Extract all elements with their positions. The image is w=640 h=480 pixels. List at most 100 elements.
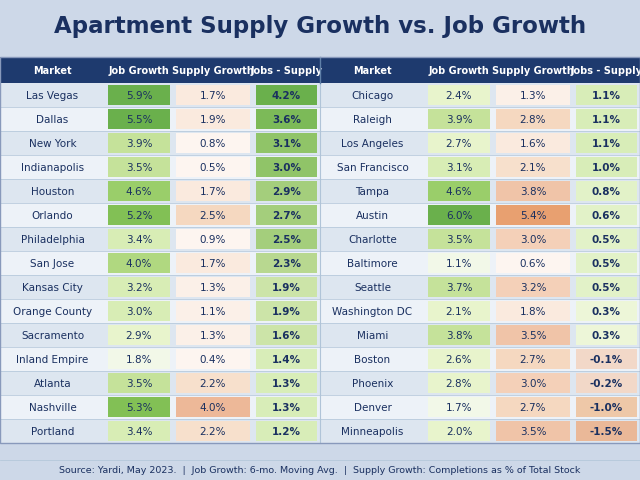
Bar <box>256 157 317 178</box>
Text: Raleigh: Raleigh <box>353 115 392 125</box>
Text: Baltimore: Baltimore <box>347 258 398 268</box>
Bar <box>256 301 317 321</box>
Bar <box>0 228 640 252</box>
Text: Portland: Portland <box>31 426 74 436</box>
Text: Phoenix: Phoenix <box>352 378 393 388</box>
Text: Supply Growth: Supply Growth <box>492 66 574 76</box>
Text: 0.5%: 0.5% <box>592 235 621 244</box>
Text: 2.7%: 2.7% <box>520 354 547 364</box>
Bar <box>496 373 570 393</box>
Bar <box>176 181 250 202</box>
Text: 0.6%: 0.6% <box>520 258 546 268</box>
Bar <box>256 134 317 154</box>
Bar <box>496 110 570 130</box>
Text: 4.6%: 4.6% <box>125 187 152 197</box>
Bar <box>0 156 640 180</box>
Bar <box>0 252 640 276</box>
Bar <box>576 301 637 321</box>
Bar <box>496 253 570 274</box>
Text: 3.4%: 3.4% <box>125 426 152 436</box>
Bar <box>176 277 250 298</box>
Bar <box>576 205 637 226</box>
Bar <box>256 181 317 202</box>
Bar <box>0 371 640 395</box>
Text: 3.0%: 3.0% <box>126 306 152 316</box>
Bar <box>496 301 570 321</box>
Text: 2.7%: 2.7% <box>272 211 301 220</box>
Bar <box>428 397 490 417</box>
Text: 4.2%: 4.2% <box>272 91 301 101</box>
Bar <box>108 421 170 441</box>
Bar <box>108 205 170 226</box>
Text: Los Angeles: Los Angeles <box>341 139 404 149</box>
Text: 2.7%: 2.7% <box>445 139 472 149</box>
Bar <box>256 349 317 369</box>
Text: Apartment Supply Growth vs. Job Growth: Apartment Supply Growth vs. Job Growth <box>54 15 586 38</box>
Bar <box>108 253 170 274</box>
Bar <box>428 373 490 393</box>
Bar <box>496 181 570 202</box>
Bar <box>496 349 570 369</box>
Bar <box>576 277 637 298</box>
Text: 0.3%: 0.3% <box>592 330 621 340</box>
Bar <box>428 205 490 226</box>
Bar <box>256 229 317 250</box>
Text: 1.7%: 1.7% <box>445 402 472 412</box>
Bar <box>576 110 637 130</box>
Bar <box>176 397 250 417</box>
Bar <box>496 325 570 345</box>
Bar <box>176 205 250 226</box>
Bar <box>496 157 570 178</box>
Text: Kansas City: Kansas City <box>22 282 83 292</box>
Bar <box>576 134 637 154</box>
Text: Las Vegas: Las Vegas <box>26 91 79 101</box>
Bar <box>108 181 170 202</box>
Bar <box>256 325 317 345</box>
Text: 1.4%: 1.4% <box>272 354 301 364</box>
Text: 5.3%: 5.3% <box>125 402 152 412</box>
Text: -0.1%: -0.1% <box>590 354 623 364</box>
Text: 1.9%: 1.9% <box>200 115 227 125</box>
Bar <box>428 157 490 178</box>
Text: 2.7%: 2.7% <box>520 402 547 412</box>
Text: 1.9%: 1.9% <box>272 282 301 292</box>
Text: 4.0%: 4.0% <box>200 402 226 412</box>
Text: 0.5%: 0.5% <box>200 163 226 173</box>
Bar <box>496 134 570 154</box>
Bar <box>108 325 170 345</box>
Text: 2.8%: 2.8% <box>445 378 472 388</box>
Text: 0.5%: 0.5% <box>592 258 621 268</box>
Text: 3.4%: 3.4% <box>125 235 152 244</box>
Text: 1.7%: 1.7% <box>200 187 227 197</box>
Text: Inland Empire: Inland Empire <box>17 354 88 364</box>
Text: Market: Market <box>33 66 72 76</box>
Bar <box>108 397 170 417</box>
Text: 3.6%: 3.6% <box>272 115 301 125</box>
Bar <box>176 110 250 130</box>
Bar <box>496 277 570 298</box>
Text: 3.2%: 3.2% <box>125 282 152 292</box>
Text: Washington DC: Washington DC <box>332 306 413 316</box>
Text: 1.1%: 1.1% <box>445 258 472 268</box>
Text: -1.0%: -1.0% <box>590 402 623 412</box>
Bar <box>176 86 250 106</box>
Text: 3.9%: 3.9% <box>445 115 472 125</box>
Bar <box>428 349 490 369</box>
Text: Orlando: Orlando <box>32 211 74 220</box>
Text: Minneapolis: Minneapolis <box>341 426 404 436</box>
Text: 1.0%: 1.0% <box>592 163 621 173</box>
Bar <box>176 349 250 369</box>
Bar <box>256 277 317 298</box>
Bar <box>0 300 640 324</box>
Bar <box>256 86 317 106</box>
Bar <box>256 421 317 441</box>
Text: 1.7%: 1.7% <box>200 258 227 268</box>
Bar <box>108 134 170 154</box>
Text: 3.5%: 3.5% <box>125 378 152 388</box>
Bar <box>0 180 640 204</box>
Text: Miami: Miami <box>357 330 388 340</box>
Text: 1.1%: 1.1% <box>592 91 621 101</box>
Bar <box>576 253 637 274</box>
Bar <box>176 253 250 274</box>
Bar <box>0 108 640 132</box>
